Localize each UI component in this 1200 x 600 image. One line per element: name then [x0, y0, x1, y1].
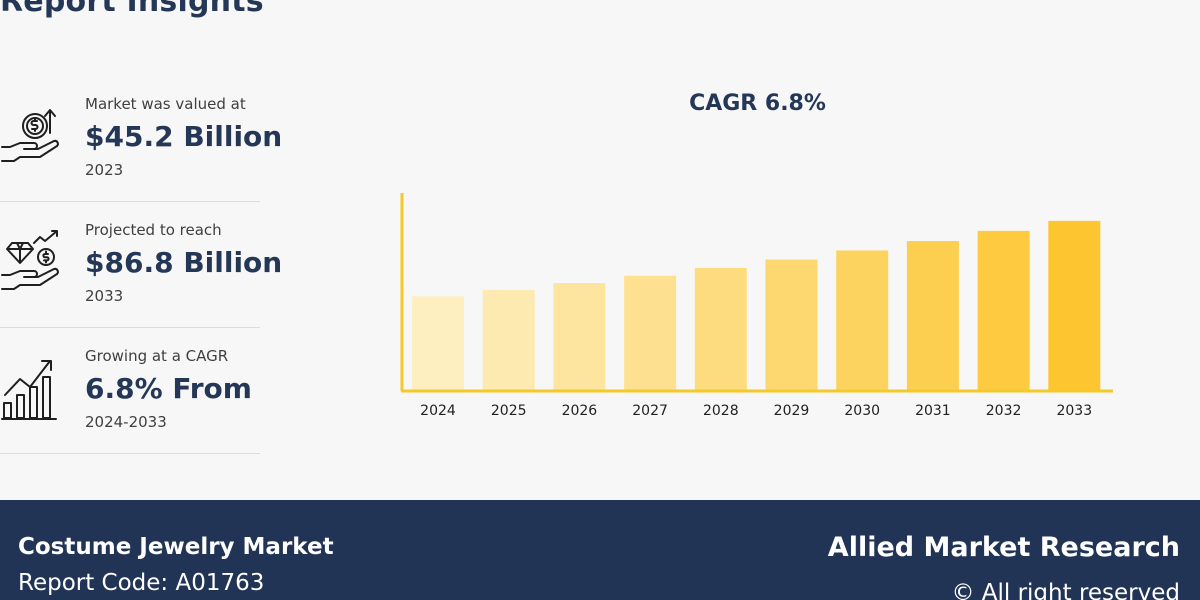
- x-tick-label: 2025: [491, 403, 527, 419]
- bar-chart: 2024 2025 2026 2027 2028 2029 2030 2031 2032 2033: [400, 193, 1113, 419]
- bar-2030: [836, 250, 889, 391]
- footer-brand: Allied Market Research: [827, 532, 1180, 563]
- footer-rights: © All right reserved: [951, 580, 1180, 600]
- x-tick-label: 2033: [1056, 403, 1092, 419]
- stat-value: $86.8 Billion: [85, 246, 283, 279]
- bar-2025: [482, 289, 535, 391]
- chart-title: CAGR 6.8%: [689, 91, 826, 116]
- page-title: Report Insights: [0, 0, 264, 19]
- bar-2029: [765, 259, 818, 391]
- bar-2024: [412, 296, 464, 391]
- footer: Costume Jewelry Market Report Code: A017…: [0, 500, 1200, 600]
- x-tick-label: 2024: [420, 403, 456, 419]
- footer-report-code: Report Code: A01763: [18, 570, 265, 596]
- footer-market-name: Costume Jewelry Market: [18, 534, 334, 560]
- stat-cagr: Growing at a CAGR 6.8% From 2024-2033: [0, 327, 260, 454]
- stat-market-value: Market was valued at $45.2 Billion 2023: [0, 75, 282, 202]
- stat-label: Growing at a CAGR: [85, 347, 229, 365]
- x-tick-label: 2027: [632, 403, 668, 419]
- stat-projected-value: Projected to reach $86.8 Billion 2033: [0, 201, 282, 328]
- stat-year: 2023: [85, 161, 124, 179]
- x-tick-label: 2030: [844, 403, 880, 419]
- stat-value: $45.2 Billion: [85, 120, 283, 153]
- diamond-hand-icon: [0, 229, 68, 297]
- growth-chart-icon: [0, 355, 68, 423]
- bar-2031: [906, 241, 959, 391]
- x-tick-label: 2029: [774, 403, 810, 419]
- bar-2032: [977, 230, 1030, 391]
- x-tick-label: 2032: [986, 403, 1022, 419]
- stat-label: Market was valued at: [85, 95, 246, 113]
- money-hand-icon: [0, 105, 68, 173]
- stat-year: 2033: [85, 287, 124, 305]
- stat-label: Projected to reach: [85, 221, 222, 239]
- bar-2027: [624, 275, 677, 391]
- bar-2026: [553, 283, 606, 391]
- x-tick-label: 2031: [915, 403, 951, 419]
- stat-year: 2024-2033: [85, 413, 167, 431]
- x-tick-label: 2028: [703, 403, 739, 419]
- x-tick-label: 2026: [562, 403, 598, 419]
- stat-value: 6.8% From: [85, 372, 252, 405]
- bar-2033: [1048, 220, 1101, 391]
- bar-2028: [694, 267, 747, 391]
